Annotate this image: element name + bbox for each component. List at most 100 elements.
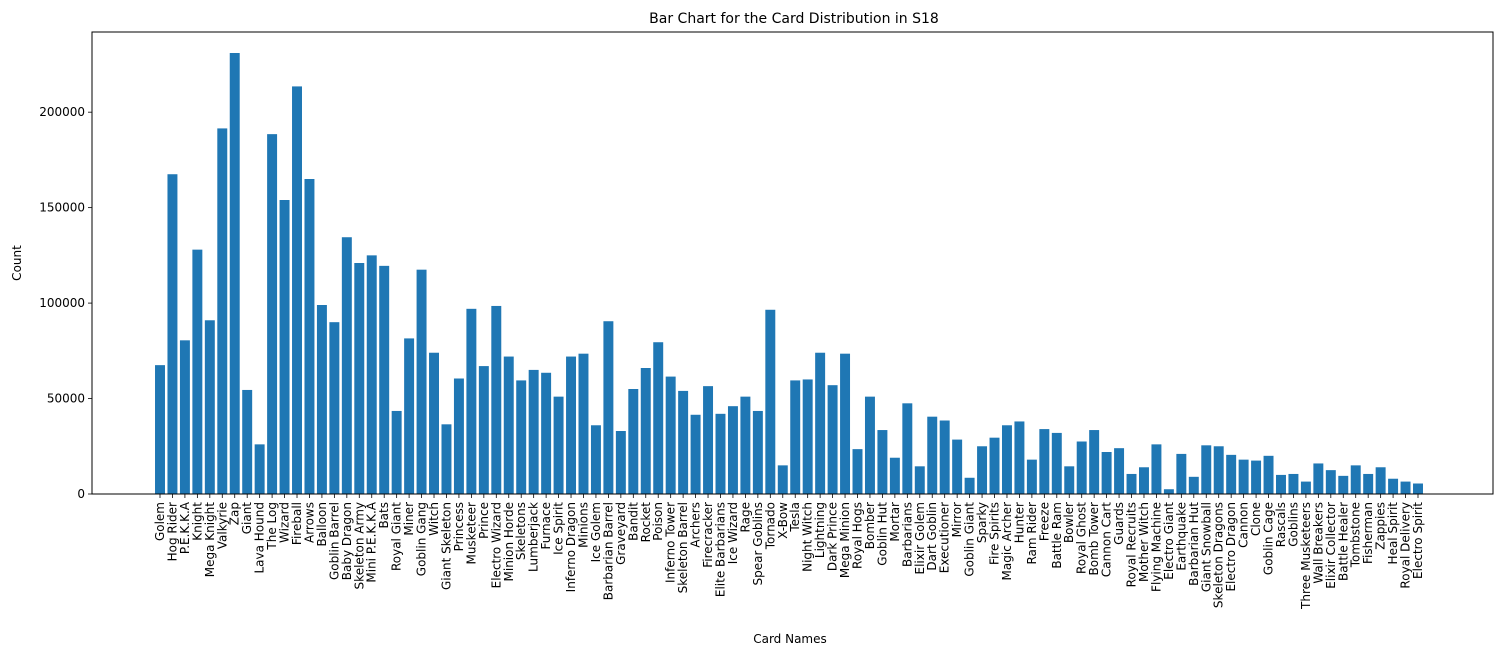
y-axis-ticks: 0 50000 100000 150000 200000 (39, 105, 92, 501)
x-tick-label: Firecracker (701, 502, 715, 568)
x-tick-label: Dark Prince (826, 502, 840, 571)
x-tick-label: Electro Spirit (1411, 502, 1425, 579)
bar (864, 396, 875, 494)
x-tick-label: Arrows (302, 502, 316, 543)
bar (1288, 473, 1299, 494)
x-tick-label: Electro Dragon (1224, 502, 1238, 592)
bar (1400, 481, 1411, 494)
bar (528, 369, 539, 494)
x-tick-label: Bats (377, 502, 391, 529)
x-tick-label: Ice Golem (589, 502, 603, 562)
bar (939, 420, 950, 494)
bar (902, 403, 913, 494)
bar (989, 437, 1000, 494)
x-tick-label: Mother Witch (1137, 502, 1151, 582)
bar (155, 365, 165, 494)
x-tick-label: Spear Goblins (751, 502, 765, 586)
bar (541, 372, 552, 494)
y-tick-label: 200000 (39, 105, 85, 119)
x-tick-label: Electro Giant (1162, 502, 1176, 580)
bars-group (155, 53, 1423, 495)
x-tick-label: Zappies (1374, 502, 1388, 550)
bar (852, 449, 863, 494)
bar (927, 416, 938, 494)
x-tick-label: Rage (738, 502, 752, 532)
bar (279, 200, 290, 494)
x-tick-label: Skeleton Army (352, 502, 366, 589)
x-tick-label: Prince (477, 502, 491, 539)
bar (952, 439, 963, 494)
x-tick-label: X-Bow (776, 502, 790, 539)
bar (1238, 459, 1249, 494)
x-tick-label: Mega Minion (838, 502, 852, 578)
x-tick-label: Goblin Hut (875, 502, 889, 566)
bar (229, 53, 240, 494)
bar (1300, 481, 1311, 494)
bar (977, 446, 988, 494)
x-tick-label: Skeletons (514, 502, 528, 560)
x-tick-label: Guards (1112, 502, 1126, 545)
x-tick-label: Goblin Barrel (327, 502, 341, 580)
x-tick-label: Flying Machine (1149, 502, 1163, 592)
bar (1089, 430, 1100, 494)
y-tick-label: 100000 (39, 296, 85, 310)
bar (429, 352, 439, 494)
x-tick-label: Balloon (315, 502, 329, 547)
bar (628, 389, 639, 494)
bar (1325, 470, 1336, 494)
x-tick-label: Skeleton Dragons (1212, 502, 1226, 608)
bar (653, 342, 664, 494)
bar (1276, 474, 1286, 494)
x-tick-label: Ram Rider (1025, 502, 1039, 565)
bar (1188, 476, 1199, 494)
x-tick-label: Bowler (1062, 502, 1076, 543)
bar (242, 389, 253, 494)
x-tick-label: Goblins (1286, 502, 1300, 547)
x-tick-label: Bomb Tower (1087, 502, 1101, 576)
x-tick-label: Golem (153, 502, 167, 541)
bar (889, 457, 900, 494)
x-tick-label: Royal Hogs (851, 502, 865, 569)
bar (341, 237, 352, 495)
x-tick-label: Giant Snowball (1199, 502, 1213, 592)
bar (391, 410, 402, 494)
bar (1201, 445, 1212, 494)
bar (179, 340, 190, 494)
x-tick-label: Giant (240, 502, 254, 535)
x-tick-label: Lumberjack (527, 502, 541, 572)
x-tick-label: Goblin Cage (1262, 502, 1276, 575)
x-tick-label: Cannon (1237, 502, 1251, 548)
bar (703, 386, 714, 494)
x-tick-label: Night Witch (801, 502, 815, 572)
x-tick-label: Witch (427, 502, 441, 536)
bar (1039, 429, 1050, 494)
bar (827, 385, 838, 494)
x-tick-label: Mirror (950, 502, 964, 537)
x-tick-label: Ice Wizard (726, 502, 740, 564)
x-tick-label: Freeze (1037, 502, 1051, 541)
bar (727, 406, 738, 494)
bar (690, 414, 701, 494)
x-tick-label: Wizard (278, 502, 292, 543)
bar (204, 320, 215, 494)
bar (1126, 473, 1137, 494)
bar (815, 352, 826, 494)
x-tick-label: Barbarian Barrel (601, 502, 615, 600)
bar (752, 410, 763, 494)
bar (1263, 455, 1274, 494)
x-tick-label: Dart Goblin (925, 502, 939, 571)
bar (665, 376, 676, 494)
bar (740, 396, 751, 494)
bar (1350, 465, 1361, 494)
x-tick-label: Miner (402, 502, 416, 536)
bar (217, 128, 228, 494)
bar (1163, 489, 1174, 494)
bar (366, 255, 377, 494)
bar (167, 174, 178, 495)
x-tick-label: Knight (190, 502, 204, 541)
bar (1014, 421, 1025, 494)
x-tick-label: Furnace (539, 502, 553, 550)
x-tick-label: Executioner (938, 502, 952, 573)
bar (566, 356, 577, 494)
